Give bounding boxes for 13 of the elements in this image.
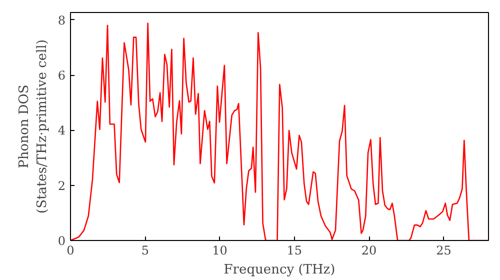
x-tick-label: 15 <box>286 244 302 258</box>
x-tick-label: 25 <box>436 244 452 258</box>
y-tick-label: 8 <box>58 13 66 28</box>
y-axis-title: Phonon DOS (States/THz·primitive cell) <box>16 39 50 214</box>
y-tick-label: 0 <box>58 234 66 248</box>
y-tick-label: 2 <box>58 178 66 193</box>
x-tick-label: 5 <box>141 244 149 258</box>
x-tick-label: 20 <box>361 244 377 258</box>
x-tick-label: 10 <box>212 244 228 258</box>
y-tick-label: 6 <box>58 68 66 83</box>
x-axis-title: Frequency (THz) <box>224 262 336 278</box>
y-tick-label: 4 <box>58 124 66 138</box>
x-tick-label: 0 <box>66 244 74 258</box>
